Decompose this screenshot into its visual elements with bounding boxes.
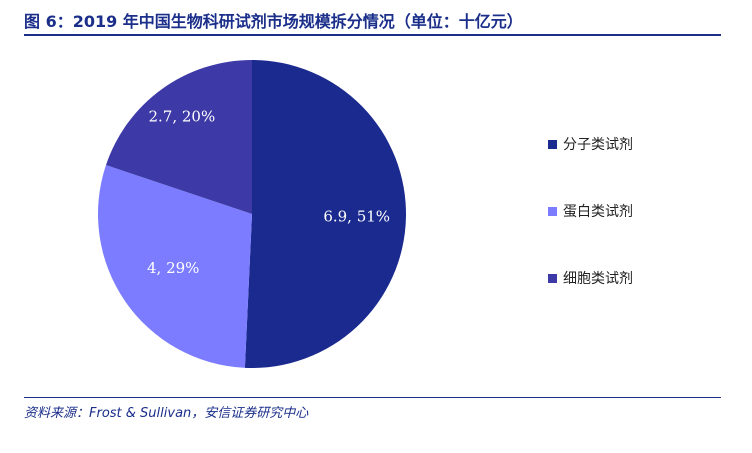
slice-data-label-2: 4, 29% (147, 259, 199, 277)
source-note: 资料来源：Frost & Sullivan，安信证券研究中心 (24, 406, 309, 421)
pie-slice-2 (97, 165, 252, 368)
legend-swatch-molecular (548, 139, 557, 149)
chart-title: 图 6：2019 年中国生物科研试剂市场规模拆分情况（单位：十亿元） (24, 12, 523, 31)
legend-item-cell: 细胞类试剂 (548, 267, 633, 289)
legend-label-protein: 蛋白类试剂 (563, 204, 633, 220)
slice-data-label-1: 6.9, 51% (323, 207, 390, 225)
title-divider (24, 34, 721, 36)
legend-swatch-protein (548, 206, 557, 216)
chart-legend: 分子类试剂 蛋白类试剂 细胞类试剂 (548, 133, 633, 334)
legend-item-protein: 蛋白类试剂 (548, 200, 633, 222)
pie-slice-3 (105, 60, 252, 214)
legend-item-molecular: 分子类试剂 (548, 133, 633, 155)
slice-data-label-3: 2.7, 20% (148, 107, 215, 125)
legend-label-cell: 细胞类试剂 (563, 271, 633, 287)
footer-divider (24, 397, 721, 398)
legend-swatch-cell (548, 273, 557, 283)
legend-label-molecular: 分子类试剂 (563, 137, 633, 153)
pie-slice-1 (244, 60, 407, 368)
